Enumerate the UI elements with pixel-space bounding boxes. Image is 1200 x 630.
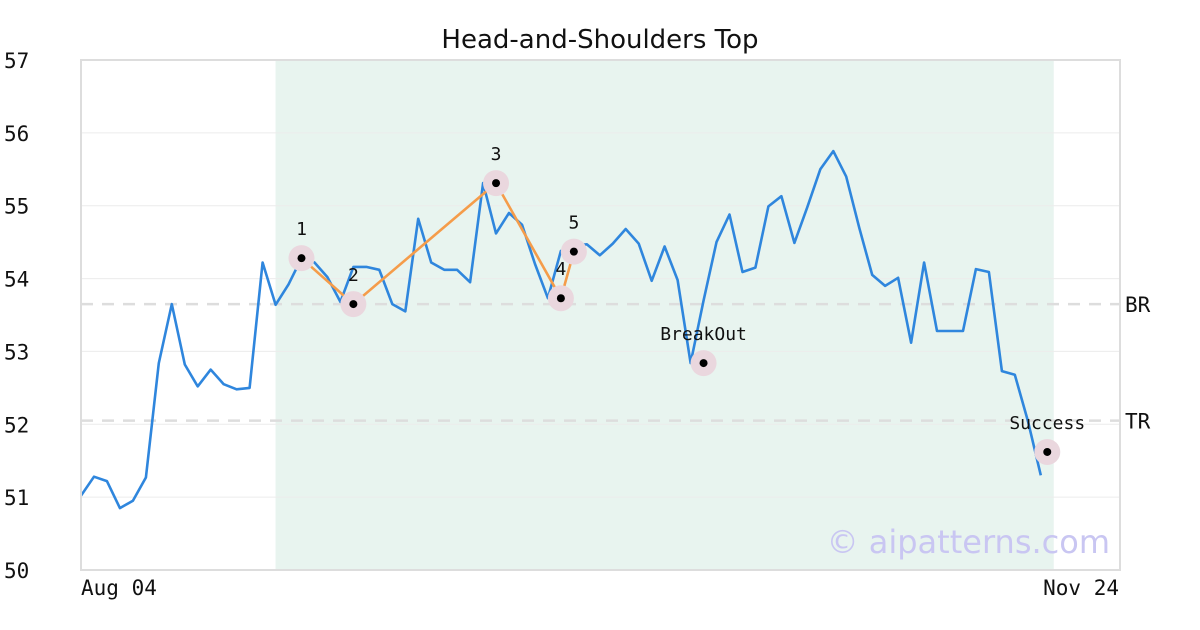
x-axis-ticks: Aug 04 Nov 24 xyxy=(81,576,1119,600)
pattern-point-1-dot xyxy=(297,254,306,263)
event-success-label: Success xyxy=(1009,413,1085,434)
pattern-point-2-dot xyxy=(349,300,358,309)
pattern-point-3-dot xyxy=(492,179,501,188)
watermark-text: © aipatterns.com xyxy=(827,523,1110,561)
chart-title: Head-and-Shoulders Top xyxy=(441,25,758,55)
pattern-point-5-label: 5 xyxy=(568,213,579,234)
pattern-point-4-dot xyxy=(556,294,565,303)
level-lines: BR TR xyxy=(81,293,1151,434)
y-tick-label: 50 xyxy=(4,559,29,583)
pattern-point-1-label: 1 xyxy=(296,219,307,240)
pattern-point-2-label: 2 xyxy=(348,265,359,286)
y-tick-label: 54 xyxy=(4,268,29,292)
y-tick-label: 57 xyxy=(4,49,29,73)
y-tick-label: 52 xyxy=(4,413,29,437)
pattern-point-3-label: 3 xyxy=(491,144,502,165)
level-label: BR xyxy=(1125,293,1151,317)
plot-frame xyxy=(80,59,1121,571)
pattern-markers: 1 2 3 4 5 BreakOut Success xyxy=(288,144,1085,465)
y-tick-label: 55 xyxy=(4,195,29,219)
event-breakout-label: BreakOut xyxy=(660,324,747,345)
event-breakout-dot xyxy=(699,359,708,368)
y-tick-label: 56 xyxy=(4,122,29,146)
pattern-region-band xyxy=(275,60,1054,570)
event-success-dot xyxy=(1043,447,1052,456)
pattern-point-5-dot xyxy=(569,247,578,256)
x-tick-label: Nov 24 xyxy=(1043,576,1119,600)
y-axis-ticks: 50 51 52 53 54 55 56 57 xyxy=(4,49,29,583)
x-tick-label: Aug 04 xyxy=(81,576,157,600)
pattern-point-4-label: 4 xyxy=(555,259,566,280)
y-tick-label: 51 xyxy=(4,486,29,510)
level-label: TR xyxy=(1125,410,1151,434)
y-tick-label: 53 xyxy=(4,340,29,364)
